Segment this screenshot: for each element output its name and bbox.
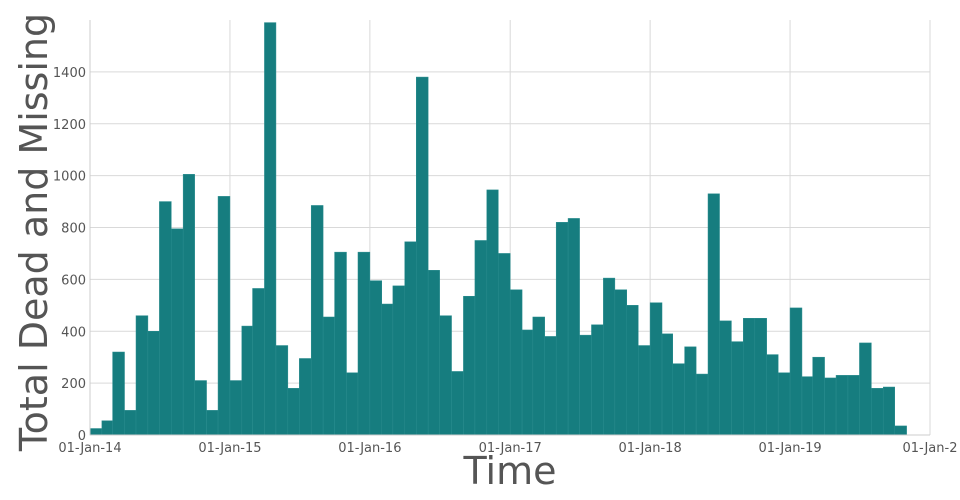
- bar: [871, 388, 884, 436]
- x-tick-labels: 01-Jan-14 01-Jan-15 01-Jan-16 01-Jan-17 01-J…: [58, 441, 957, 456]
- bar: [835, 375, 849, 436]
- bar: [112, 351, 125, 436]
- bar: [310, 205, 324, 436]
- bar: [824, 377, 837, 436]
- bar: [661, 333, 673, 436]
- bar: [252, 288, 265, 436]
- bar: [357, 251, 371, 436]
- x-axis-label: Time: [463, 449, 557, 493]
- bar: [439, 315, 452, 436]
- bar: [241, 325, 253, 436]
- bar: [229, 380, 243, 436]
- bar: [369, 280, 383, 436]
- bar: [707, 193, 720, 436]
- bar: [672, 363, 685, 436]
- bar: [275, 345, 289, 436]
- bar: [392, 285, 406, 436]
- bar: [159, 201, 172, 436]
- bar: [626, 305, 639, 436]
- bar: [451, 371, 464, 436]
- bar: [743, 318, 756, 436]
- bar: [89, 428, 103, 436]
- bar: [579, 334, 592, 436]
- bar: [404, 241, 417, 436]
- bar: [287, 388, 300, 436]
- y-tick-label: 1400: [53, 66, 86, 81]
- bar: [637, 345, 651, 436]
- axes: [89, 20, 930, 436]
- bar: [847, 375, 860, 436]
- bar: [322, 316, 335, 436]
- bar: [882, 386, 895, 436]
- bar: [474, 240, 488, 436]
- bar: [719, 320, 732, 436]
- bars: [89, 22, 907, 436]
- bar: [894, 425, 907, 436]
- bar: [206, 410, 219, 436]
- bar: [486, 189, 499, 436]
- bar: [147, 331, 160, 436]
- y-tick-label: 400: [61, 325, 86, 340]
- bar: [135, 315, 149, 436]
- bar: [731, 341, 744, 436]
- y-tick-labels: 0 200 400 600 800 1000 1200 1400: [53, 66, 86, 444]
- bar: [171, 228, 184, 436]
- bar: [498, 253, 511, 436]
- x-tick-label: 01-Jan-16: [338, 441, 401, 456]
- bar: [591, 324, 604, 436]
- bar: [649, 302, 663, 436]
- bar: [299, 358, 312, 436]
- x-tick-label: 01-Jan-19: [758, 441, 821, 456]
- y-axis-label: Total Dead and Missing: [12, 13, 56, 452]
- bar: [124, 410, 137, 436]
- y-tick-label: 0: [78, 429, 86, 444]
- bar: [789, 307, 803, 436]
- bar: [801, 376, 813, 436]
- bar: [754, 318, 767, 436]
- bar: [603, 277, 616, 436]
- bar: [463, 295, 476, 436]
- x-tick-label: 01-Jan-17: [479, 441, 542, 456]
- y-tick-label: 200: [61, 377, 86, 392]
- bar: [381, 303, 394, 436]
- bar: [194, 380, 207, 436]
- bar: [695, 373, 709, 436]
- y-tick-label: 1000: [53, 170, 86, 185]
- bar: [334, 251, 347, 436]
- bar: [264, 22, 277, 436]
- bar: [532, 316, 545, 436]
- x-tick-label: 01-Jan-15: [198, 441, 261, 456]
- bar: [684, 346, 697, 436]
- x-tick-label: 01-Jan-14: [58, 441, 121, 456]
- bar: [521, 329, 534, 436]
- x-tick-label: 01-Jan-18: [619, 441, 682, 456]
- bar: [509, 289, 523, 436]
- y-tick-label: 600: [61, 273, 86, 288]
- bar: [614, 289, 627, 436]
- bar: [101, 420, 113, 436]
- bar: [217, 196, 231, 436]
- bar: [812, 356, 825, 436]
- bar: [766, 354, 779, 436]
- bar: [555, 222, 569, 436]
- bar: [777, 372, 791, 436]
- bar: [416, 76, 429, 436]
- x-tick-label: 01-Jan-2: [903, 441, 958, 456]
- bar: [544, 336, 557, 436]
- bar: [567, 218, 580, 436]
- bar: [182, 174, 195, 436]
- bar: [859, 342, 872, 436]
- bar: [346, 372, 359, 436]
- y-tick-label: 1200: [53, 118, 86, 133]
- y-tick-label: 800: [61, 222, 86, 237]
- bar: [427, 270, 440, 436]
